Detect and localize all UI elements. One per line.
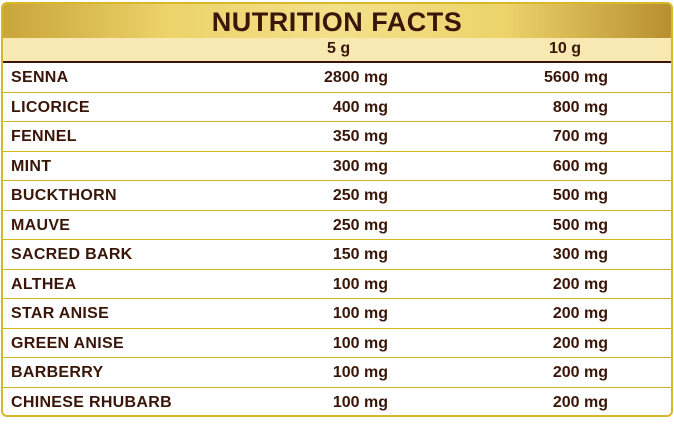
amount-10g: 200 mg xyxy=(552,275,608,293)
amount-10g: 300 mg xyxy=(552,246,608,263)
amount-10g: 700 mg xyxy=(552,128,608,145)
ingredient-name: LICORICE xyxy=(11,98,90,116)
ingredient-name: BUCKTHORN xyxy=(11,187,117,204)
amount-10g: 800 mg xyxy=(552,98,608,116)
amount-5g: 150 mg xyxy=(332,246,388,263)
table-row: GREEN ANISE 100 mg 200 mg xyxy=(3,329,671,358)
table-row: FENNEL 350 mg 700 mg xyxy=(3,122,671,152)
table-row: MAUVE 250 mg 500 mg xyxy=(3,211,671,240)
amount-5g: 350 mg xyxy=(332,128,388,145)
ingredient-name: CHINESE RHUBARB xyxy=(11,393,172,411)
amount-10g: 200 mg xyxy=(552,334,608,352)
amount-10g: 200 mg xyxy=(552,305,608,322)
ingredient-name: SACRED BARK xyxy=(11,246,133,263)
column-header-5g: 5 g xyxy=(327,40,351,57)
amount-5g: 400 mg xyxy=(332,98,388,116)
ingredient-name: MAUVE xyxy=(11,216,71,234)
amount-10g: 200 mg xyxy=(552,393,608,411)
amount-5g: 300 mg xyxy=(332,157,388,175)
table-row: STAR ANISE 100 mg 200 mg xyxy=(3,299,671,329)
amount-5g: 2800 mg xyxy=(323,69,388,86)
table-row: BUCKTHORN 250 mg 500 mg xyxy=(3,181,671,211)
ingredient-name: FENNEL xyxy=(11,128,77,145)
ingredient-name: ALTHEA xyxy=(11,275,77,293)
table-body: SENNA 2800 mg 5600 mg LICORICE 400 mg 800 mg F… xyxy=(3,63,671,416)
table-row: MINT 300 mg 600 mg xyxy=(3,152,671,181)
amount-10g: 500 mg xyxy=(552,216,608,234)
ingredient-name: SENNA xyxy=(11,69,69,86)
amount-10g: 200 mg xyxy=(552,364,608,381)
nutrition-facts-table: NUTRITION FACTS 5 g 10 g SENNA 2800 mg 560… xyxy=(1,2,673,417)
amount-5g: 100 mg xyxy=(332,275,388,293)
amount-5g: 250 mg xyxy=(332,187,388,204)
table-row: SACRED BARK 150 mg 300 mg xyxy=(3,240,671,270)
table-row: CHINESE RHUBARB 100 mg 200 mg xyxy=(3,388,671,416)
table-row: ALTHEA 100 mg 200 mg xyxy=(3,270,671,299)
table-row: BARBERRY 100 mg 200 mg xyxy=(3,358,671,388)
amount-10g: 600 mg xyxy=(552,157,608,175)
amount-5g: 100 mg xyxy=(332,364,388,381)
column-header-10g: 10 g xyxy=(549,40,582,57)
table-row: SENNA 2800 mg 5600 mg xyxy=(3,63,671,93)
amount-5g: 100 mg xyxy=(332,393,388,411)
ingredient-name: MINT xyxy=(11,157,52,175)
amount-5g: 100 mg xyxy=(332,334,388,352)
amount-10g: 500 mg xyxy=(552,187,608,204)
column-header-row: 5 g 10 g xyxy=(3,38,671,63)
amount-10g: 5600 mg xyxy=(543,69,608,86)
ingredient-name: BARBERRY xyxy=(11,364,104,381)
amount-5g: 100 mg xyxy=(332,305,388,322)
ingredient-name: GREEN ANISE xyxy=(11,334,124,352)
amount-5g: 250 mg xyxy=(332,216,388,234)
table-title: NUTRITION FACTS xyxy=(3,4,671,38)
ingredient-name: STAR ANISE xyxy=(11,305,110,322)
table-row: LICORICE 400 mg 800 mg xyxy=(3,93,671,122)
